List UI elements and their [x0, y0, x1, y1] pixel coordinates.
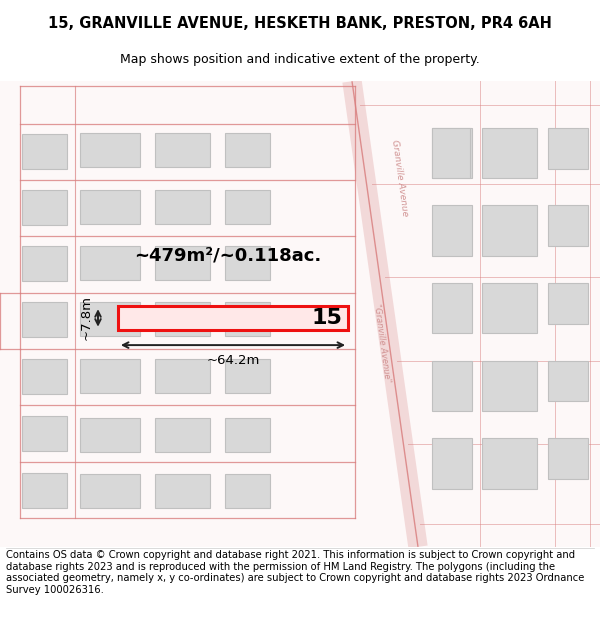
Bar — [482, 283, 537, 334]
Bar — [432, 361, 472, 411]
Bar — [548, 206, 588, 246]
Text: ~7.8m: ~7.8m — [80, 296, 93, 341]
Bar — [548, 283, 588, 324]
Bar — [432, 128, 472, 178]
Bar — [155, 359, 210, 392]
Bar — [22, 190, 67, 225]
Bar — [22, 302, 67, 338]
Bar — [225, 418, 270, 452]
Bar — [482, 128, 537, 178]
Bar — [432, 283, 472, 334]
Bar — [80, 418, 140, 452]
Bar — [22, 246, 67, 281]
Bar — [548, 361, 588, 401]
Bar — [80, 246, 140, 280]
Bar — [118, 306, 348, 329]
Text: "Granville Avenue": "Granville Avenue" — [372, 303, 392, 383]
Bar — [432, 206, 472, 256]
Text: ~479m²/~0.118ac.: ~479m²/~0.118ac. — [134, 247, 322, 265]
Bar — [225, 190, 270, 224]
Bar — [80, 132, 140, 167]
Bar — [482, 206, 537, 256]
Bar — [80, 474, 140, 508]
Bar — [225, 359, 270, 392]
Bar — [225, 474, 270, 508]
Bar — [155, 474, 210, 508]
Bar — [225, 132, 270, 167]
Text: Contains OS data © Crown copyright and database right 2021. This information is : Contains OS data © Crown copyright and d… — [6, 550, 584, 595]
Bar — [22, 473, 67, 508]
Bar — [432, 438, 472, 489]
Bar — [155, 190, 210, 224]
Bar — [22, 134, 67, 169]
Bar — [432, 128, 470, 178]
Bar — [80, 190, 140, 224]
Bar — [22, 416, 67, 451]
Bar — [155, 246, 210, 280]
Bar — [548, 438, 588, 479]
Bar — [225, 302, 270, 336]
Text: 15: 15 — [311, 308, 342, 328]
Bar — [482, 361, 537, 411]
Bar — [80, 302, 140, 336]
Text: Map shows position and indicative extent of the property.: Map shows position and indicative extent… — [120, 53, 480, 66]
Bar — [80, 359, 140, 392]
Text: ~64.2m: ~64.2m — [206, 354, 260, 367]
Bar — [155, 418, 210, 452]
Bar — [155, 132, 210, 167]
Bar — [482, 438, 537, 489]
Bar — [225, 246, 270, 280]
Bar — [155, 302, 210, 336]
Text: 15, GRANVILLE AVENUE, HESKETH BANK, PRESTON, PR4 6AH: 15, GRANVILLE AVENUE, HESKETH BANK, PRES… — [48, 16, 552, 31]
Bar — [22, 359, 67, 394]
Text: Granville Avenue: Granville Avenue — [390, 139, 410, 217]
Bar — [548, 128, 588, 169]
